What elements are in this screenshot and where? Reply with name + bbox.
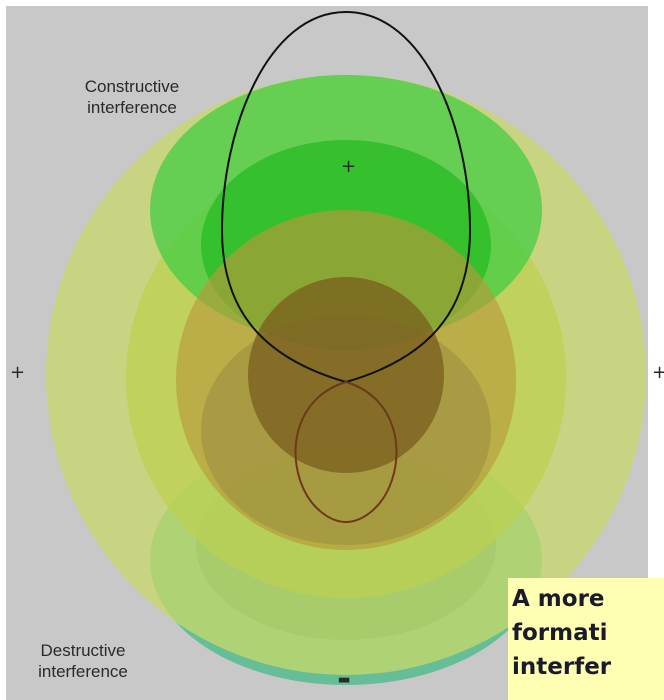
bottom-minus-sign: -	[337, 659, 352, 699]
caption-line: formati	[512, 620, 608, 646]
caption-box: A more formati interfer	[508, 578, 664, 700]
caption-line: A more	[512, 586, 605, 612]
right-plus-sign: +	[652, 362, 664, 383]
top-lobe-plus-sign: +	[341, 156, 357, 177]
constructive-interference-label: Constructive interference	[84, 77, 180, 117]
destructive-interference-label: Destructive interference	[38, 641, 128, 681]
caption-line: interfer	[512, 654, 612, 680]
orbital-small-lobe-outline	[294, 380, 398, 524]
overlap-core	[248, 277, 444, 473]
left-plus-sign: +	[10, 362, 26, 383]
